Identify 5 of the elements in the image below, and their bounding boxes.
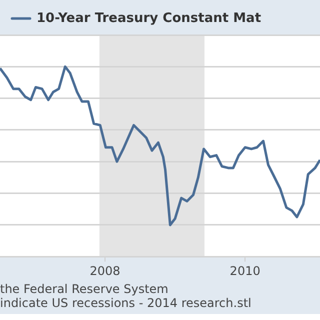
text: the Federal Reserve System: [0, 282, 170, 296]
x-tick-label: 2008: [90, 264, 120, 278]
x-tick-label: 2010: [230, 264, 260, 278]
text: indicate US recessions - 2014 research.stl: [0, 296, 252, 310]
legend-label: 10-Year Treasury Constant Mat: [36, 10, 262, 26]
